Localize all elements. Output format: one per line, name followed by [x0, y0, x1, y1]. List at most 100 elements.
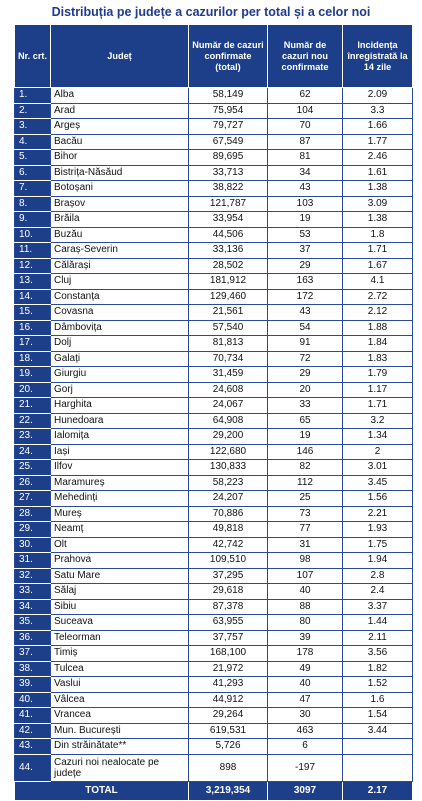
confirmed-total: 29,264 [188, 707, 268, 724]
county-name: Iași [50, 443, 189, 460]
incidence-14-days: 1.88 [342, 319, 413, 336]
table-row: 37. Timiș 168,100 178 3.56 [14, 645, 413, 662]
row-number: 12. [14, 257, 51, 274]
table-row: 5. Bihor 89,695 81 2.46 [14, 149, 413, 166]
county-name: Ialomița [50, 428, 189, 445]
incidence-14-days: 3.3 [342, 102, 413, 119]
new-cases: 163 [267, 273, 343, 290]
table-row: 22. Hunedoara 64,908 65 3.2 [14, 412, 413, 429]
confirmed-total: 109,510 [188, 552, 268, 569]
row-number: 7. [14, 180, 51, 197]
table-row: 3. Argeș 79,727 70 1.66 [14, 118, 413, 135]
county-name: Mehedinți [50, 490, 189, 507]
table-row: 18. Galați 70,734 72 1.83 [14, 350, 413, 367]
new-cases: 172 [267, 288, 343, 305]
confirmed-total: 29,200 [188, 428, 268, 445]
confirmed-total: 24,608 [188, 381, 268, 398]
row-number: 25. [14, 459, 51, 476]
table-row: 41. Vrancea 29,264 30 1.54 [14, 707, 413, 724]
incidence-14-days: 3.56 [342, 645, 413, 662]
incidence-14-days: 1.82 [342, 660, 413, 677]
row-number: 3. [14, 118, 51, 135]
new-cases: 87 [267, 133, 343, 150]
confirmed-total: 37,295 [188, 567, 268, 584]
table-row: 33. Sălaj 29,618 40 2.4 [14, 583, 413, 600]
county-name: Prahova [50, 552, 189, 569]
new-cases: 88 [267, 598, 343, 615]
confirmed-total: 24,207 [188, 490, 268, 507]
incidence-14-days: 3.45 [342, 474, 413, 491]
row-number: 13. [14, 273, 51, 290]
new-cases: 49 [267, 660, 343, 677]
new-cases: 107 [267, 567, 343, 584]
confirmed-total: 130,833 [188, 459, 268, 476]
incidence-14-days: 1.71 [342, 242, 413, 259]
header-incidenta: Incidența înregistrată la 14 zile [342, 24, 413, 88]
new-cases: 33 [267, 397, 343, 414]
incidence-14-days: 1.61 [342, 164, 413, 181]
row-number: 6. [14, 164, 51, 181]
county-name: Sibiu [50, 598, 189, 615]
confirmed-total: 57,540 [188, 319, 268, 336]
incidence-14-days: 2.12 [342, 304, 413, 321]
table-row: 30. Olt 42,742 31 1.75 [14, 536, 413, 553]
row-number: 1. [14, 87, 51, 104]
row-number: 37. [14, 645, 51, 662]
county-name: Satu Mare [50, 567, 189, 584]
table-row: 35. Suceava 63,955 80 1.44 [14, 614, 413, 631]
confirmed-total: 64,908 [188, 412, 268, 429]
table-row: 8. Brașov 121,787 103 3.09 [14, 195, 413, 212]
county-name: Ilfov [50, 459, 189, 476]
incidence-14-days: 1.52 [342, 676, 413, 693]
new-cases: 77 [267, 521, 343, 538]
confirmed-total: 41,293 [188, 676, 268, 693]
row-number: 30. [14, 536, 51, 553]
new-cases: 40 [267, 583, 343, 600]
new-cases: 82 [267, 459, 343, 476]
table-row: 19. Giurgiu 31,459 29 1.79 [14, 366, 413, 383]
table-row: 27. Mehedinți 24,207 25 1.56 [14, 490, 413, 507]
row-number: 41. [14, 707, 51, 724]
incidence-14-days: 2.11 [342, 629, 413, 646]
new-cases: 31 [267, 536, 343, 553]
row-number: 29. [14, 521, 51, 538]
table-row: 6. Bistrița-Năsăud 33,713 34 1.61 [14, 164, 413, 181]
row-number: 23. [14, 428, 51, 445]
row-number: 44. [14, 753, 51, 782]
incidence-14-days: 1.44 [342, 614, 413, 631]
confirmed-total: 75,954 [188, 102, 268, 119]
row-number: 33. [14, 583, 51, 600]
incidence-14-days: 1.54 [342, 707, 413, 724]
new-cases: 47 [267, 691, 343, 708]
new-cases: 20 [267, 381, 343, 398]
table-row: 34. Sibiu 87,378 88 3.37 [14, 598, 413, 615]
new-cases: 73 [267, 505, 343, 522]
table-row: 1. Alba 58,149 62 2.09 [14, 87, 413, 104]
incidence-14-days: 1.79 [342, 366, 413, 383]
incidence-14-days [342, 753, 413, 782]
incidence-14-days: 3.2 [342, 412, 413, 429]
confirmed-total: 21,972 [188, 660, 268, 677]
county-name: Teleorman [50, 629, 189, 646]
new-cases: 6 [267, 738, 343, 755]
incidence-14-days: 1.56 [342, 490, 413, 507]
incidence-14-days: 1.8 [342, 226, 413, 243]
county-name: Buzău [50, 226, 189, 243]
table-row: 13. Cluj 181,912 163 4.1 [14, 273, 413, 290]
incidence-14-days: 1.71 [342, 397, 413, 414]
table-row: 42. Mun. București 619,531 463 3.44 [14, 722, 413, 739]
new-cases: -197 [267, 753, 343, 782]
incidence-14-days: 1.83 [342, 350, 413, 367]
county-name: Hunedoara [50, 412, 189, 429]
confirmed-total: 67,549 [188, 133, 268, 150]
confirmed-total: 44,506 [188, 226, 268, 243]
table-row: 4. Bacău 67,549 87 1.77 [14, 133, 413, 150]
table-row: 7. Botoșani 38,822 43 1.38 [14, 180, 413, 197]
confirmed-total: 181,912 [188, 273, 268, 290]
incidence-14-days: 1.34 [342, 428, 413, 445]
confirmed-total: 38,822 [188, 180, 268, 197]
confirmed-total: 28,502 [188, 257, 268, 274]
row-number: 2. [14, 102, 51, 119]
new-cases: 25 [267, 490, 343, 507]
row-number: 9. [14, 211, 51, 228]
